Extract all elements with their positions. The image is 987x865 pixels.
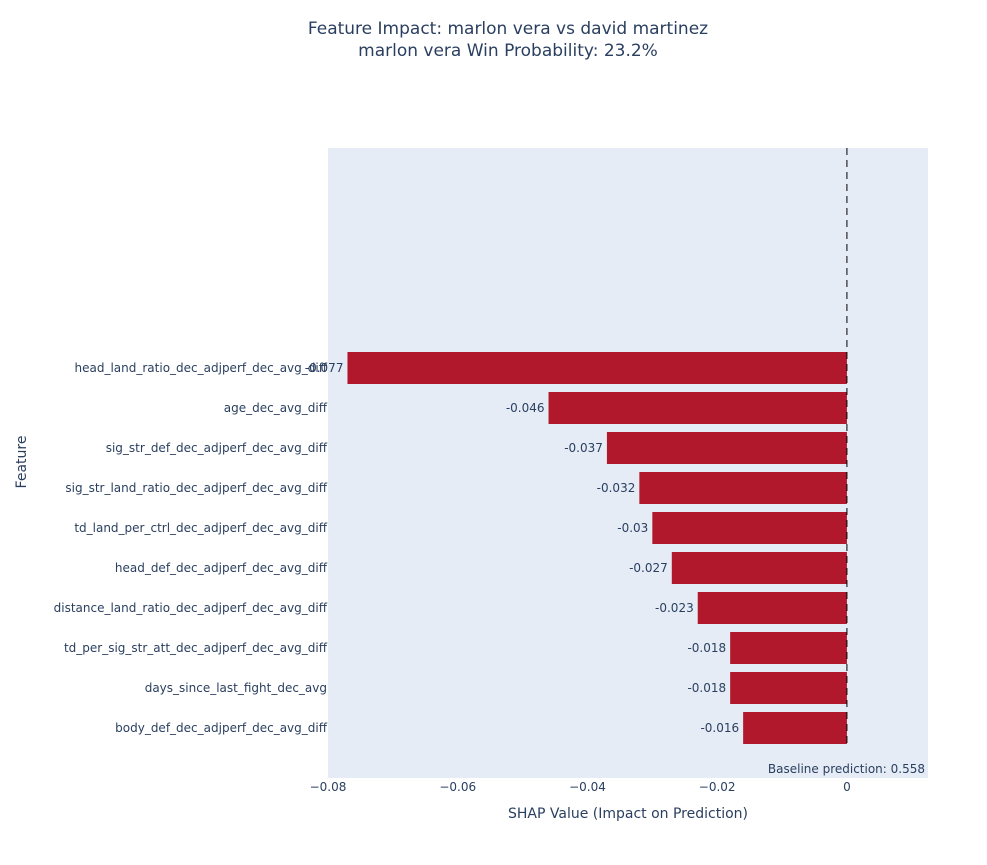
bars-layer	[347, 352, 847, 744]
data-label-body_def_dec_adjperf_dec_avg_diff: -0.016	[700, 721, 739, 735]
y-tick-label-td_land_per_ctrl_dec_adjperf_dec_avg_diff: td_land_per_ctrl_dec_adjperf_dec_avg_dif…	[74, 521, 327, 535]
y-tick-label-head_def_dec_adjperf_dec_avg_diff: head_def_dec_adjperf_dec_avg_diff	[115, 561, 328, 575]
y-tick-label-body_def_dec_adjperf_dec_avg_diff: body_def_dec_adjperf_dec_avg_diff	[115, 721, 328, 735]
bar-distance_land_ratio_dec_adjperf_dec_avg_diff	[697, 592, 847, 624]
data-labels-layer: -0.077 -0.046 -0.037 -0.032 -0.03 -0.027 -0.02…	[305, 361, 739, 735]
y-tick-label-age_dec_avg_diff: age_dec_avg_diff	[224, 401, 328, 415]
data-label-sig_str_land_ratio_dec_adjperf_dec_avg_diff: -0.032	[597, 481, 636, 495]
x-axis-tick-labels: −0.08 −0.06 −0.04 −0.02 0	[310, 780, 851, 794]
bar-body_def_dec_adjperf_dec_avg_diff	[743, 712, 847, 744]
x-tick-label-2: −0.04	[569, 780, 606, 794]
x-axis-title: SHAP Value (Impact on Prediction)	[508, 806, 748, 822]
y-axis-title: Feature	[14, 436, 30, 489]
bar-sig_str_land_ratio_dec_adjperf_dec_avg_diff	[639, 472, 847, 504]
bar-td_per_sig_str_att_dec_adjperf_dec_avg_diff	[730, 632, 847, 664]
y-tick-label-days_since_last_fight_dec_avg: days_since_last_fight_dec_avg	[145, 681, 327, 695]
data-label-td_per_sig_str_att_dec_adjperf_dec_avg_diff: -0.018	[687, 641, 726, 655]
x-tick-label-0: −0.08	[310, 780, 347, 794]
data-label-distance_land_ratio_dec_adjperf_dec_avg_diff: -0.023	[655, 601, 694, 615]
baseline-prediction-annotation: Baseline prediction: 0.558	[768, 762, 925, 776]
y-tick-label-distance_land_ratio_dec_adjperf_dec_avg_diff: distance_land_ratio_dec_adjperf_dec_avg_…	[54, 601, 328, 615]
data-label-days_since_last_fight_dec_avg: -0.018	[687, 681, 726, 695]
chart-title: Feature Impact: marlon vera vs david mar…	[308, 19, 708, 39]
bar-days_since_last_fight_dec_avg	[730, 672, 847, 704]
y-tick-label-td_per_sig_str_att_dec_adjperf_dec_avg_diff: td_per_sig_str_att_dec_adjperf_dec_avg_d…	[64, 641, 328, 655]
x-tick-label-3: −0.02	[699, 780, 736, 794]
bar-head_land_ratio_dec_adjperf_dec_avg_diff	[347, 352, 847, 384]
y-tick-label-sig_str_land_ratio_dec_adjperf_dec_avg_diff: sig_str_land_ratio_dec_adjperf_dec_avg_d…	[65, 481, 327, 495]
bar-sig_str_def_dec_adjperf_dec_avg_diff	[606, 432, 847, 464]
data-label-head_def_dec_adjperf_dec_avg_diff: -0.027	[629, 561, 668, 575]
bar-head_def_dec_adjperf_dec_avg_diff	[671, 552, 847, 584]
data-label-sig_str_def_dec_adjperf_dec_avg_diff: -0.037	[564, 441, 603, 455]
data-label-age_dec_avg_diff: -0.046	[506, 401, 545, 415]
bar-age_dec_avg_diff	[548, 392, 847, 424]
data-label-head_land_ratio_dec_adjperf_dec_avg_diff: -0.077	[305, 361, 344, 375]
y-tick-label-sig_str_def_dec_adjperf_dec_avg_diff: sig_str_def_dec_adjperf_dec_avg_diff	[106, 441, 328, 455]
y-axis-tick-labels: head_land_ratio_dec_adjperf_dec_avg_diff…	[54, 361, 328, 735]
bar-td_land_per_ctrl_dec_adjperf_dec_avg_diff	[652, 512, 847, 544]
x-tick-label-1: −0.06	[439, 780, 476, 794]
x-tick-label-4: 0	[843, 780, 851, 794]
y-tick-label-head_land_ratio_dec_adjperf_dec_avg_diff: head_land_ratio_dec_adjperf_dec_avg_diff	[75, 361, 328, 375]
chart-subtitle: marlon vera Win Probability: 23.2%	[358, 41, 658, 61]
data-label-td_land_per_ctrl_dec_adjperf_dec_avg_diff: -0.03	[617, 521, 648, 535]
